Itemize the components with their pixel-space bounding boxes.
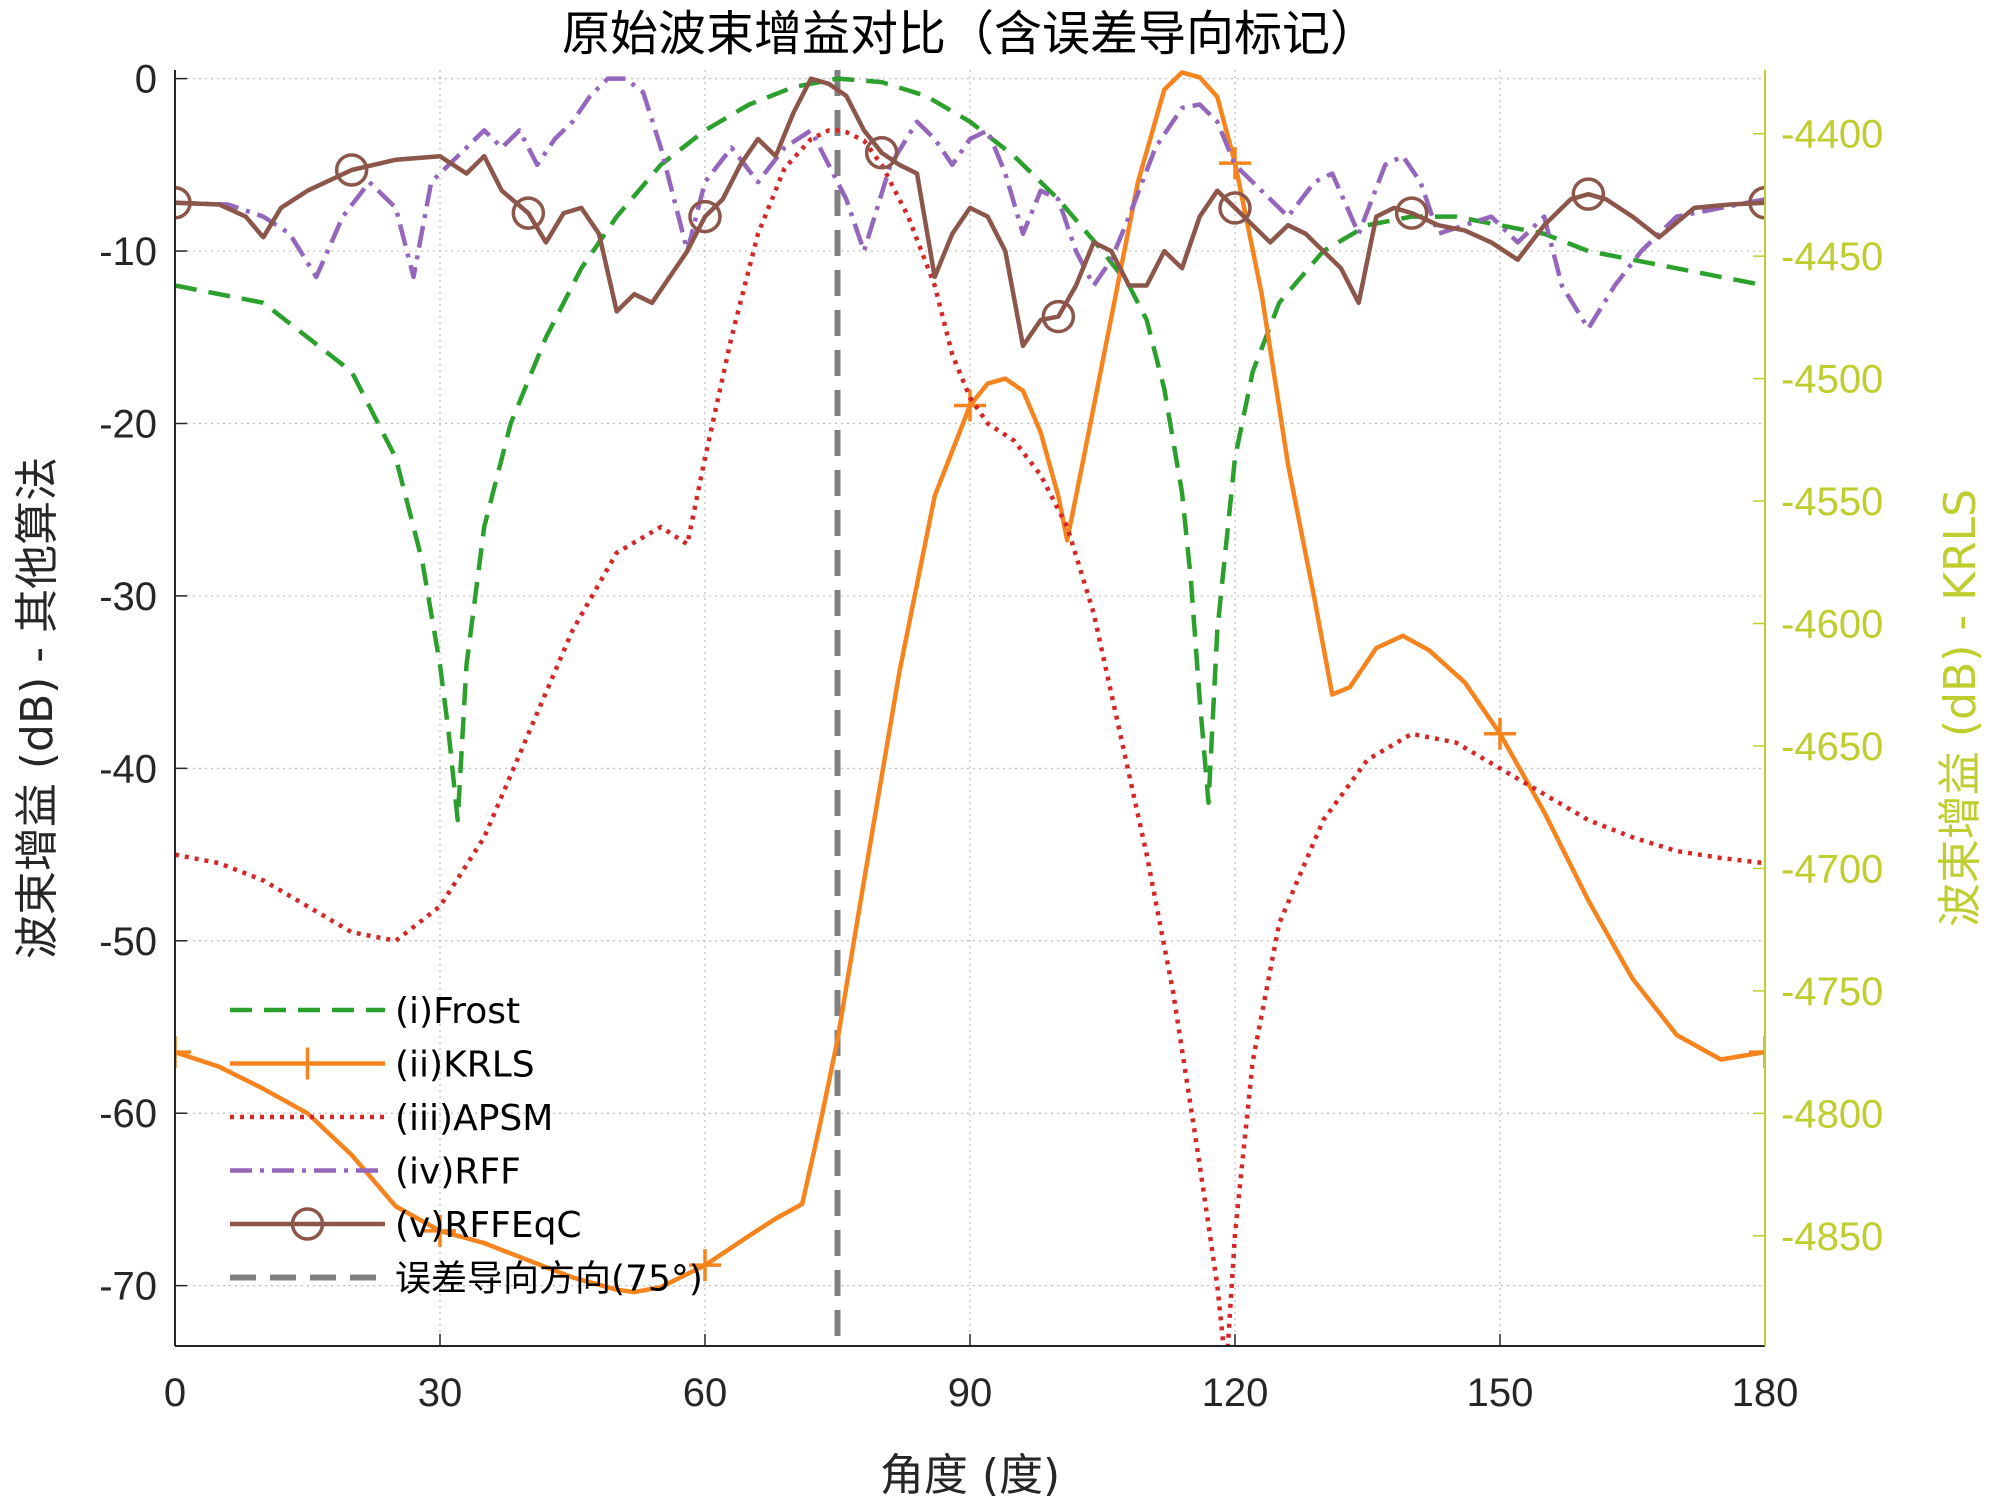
legend-label: (iv)RFF xyxy=(395,1152,521,1193)
legend: (i)Frost (ii)KRLS (iii)APSM (iv)RFF (v)RFFEq… xyxy=(230,991,703,1300)
y-axis-right-label: 波束增益 (dB) - KRLS xyxy=(1935,489,1986,927)
x-axis-label: 角度 (度) xyxy=(880,1450,1060,1501)
axes xyxy=(174,70,1766,1347)
x-tick-label: 180 xyxy=(1732,1371,1799,1415)
series-3 xyxy=(175,76,1765,331)
series-marker-circle xyxy=(175,186,192,220)
series-marker-plus xyxy=(1219,147,1251,180)
y-left-tick-label: -30 xyxy=(99,575,157,619)
y-left-tick-label: -10 xyxy=(99,230,157,274)
y-right-tick-label: -4400 xyxy=(1781,113,1883,157)
y-right-tick-label: -4550 xyxy=(1781,480,1883,524)
series-marker-circle xyxy=(1041,299,1076,334)
y-right-tick-label: -4500 xyxy=(1781,358,1883,402)
y-right-tick-label: -4600 xyxy=(1781,603,1883,647)
series-marker-circle xyxy=(1571,177,1606,211)
legend-label: (i)Frost xyxy=(395,991,520,1032)
series-marker-plus xyxy=(175,1036,191,1069)
x-tick-label: 0 xyxy=(164,1371,186,1415)
y-right-tick-label: -4650 xyxy=(1781,725,1883,769)
series-line xyxy=(175,128,1765,1346)
x-tick-label: 150 xyxy=(1467,1371,1534,1415)
series-marker-plus xyxy=(291,1047,324,1080)
x-tick-label: 90 xyxy=(948,1371,993,1415)
y-right-tick-label: -4750 xyxy=(1781,970,1883,1014)
legend-label: (v)RFFEqC xyxy=(395,1205,582,1246)
series-marker-circle xyxy=(864,136,899,170)
y-right-tick-label: -4450 xyxy=(1781,235,1883,279)
series-2 xyxy=(175,128,1765,1346)
series-1 xyxy=(175,70,1765,1295)
tick-labels: 0 30 60 90 120 150 180 0 -10 -20 -30 -40 -50 -60 -70 -4… xyxy=(99,58,1883,1415)
y-left-tick-label: -20 xyxy=(99,402,157,446)
legend-label: 误差导向方向(75°) xyxy=(395,1259,703,1300)
legend-item: (v)RFFEqC xyxy=(230,1205,582,1246)
y-left-tick-label: 0 xyxy=(135,58,157,102)
series-line xyxy=(175,70,1765,1295)
series-line xyxy=(175,76,1765,331)
chart-title: 原始波束增益对比（含误差导向标记） xyxy=(562,6,1378,62)
series-marker-plus xyxy=(424,1214,456,1247)
x-tick-label: 30 xyxy=(418,1371,463,1415)
legend-item: (i)Frost xyxy=(230,991,520,1032)
y-left-tick-label: -50 xyxy=(99,920,157,964)
series-layer xyxy=(175,70,1765,1346)
legend-item: (ii)KRLS xyxy=(230,1045,535,1086)
legend-item: 误差导向方向(75°) xyxy=(230,1259,703,1300)
legend-label: (iii)APSM xyxy=(395,1098,553,1139)
y-right-tick-label: -4850 xyxy=(1781,1215,1883,1259)
grid-lines xyxy=(174,70,1766,1346)
x-tick-label: 60 xyxy=(683,1371,728,1415)
series-marker-plus xyxy=(689,1249,721,1282)
series-marker-circle xyxy=(1748,186,1765,220)
series-marker-plus xyxy=(1484,717,1516,750)
y-left-tick-label: -40 xyxy=(99,747,157,791)
legend-item: (iv)RFF xyxy=(230,1152,521,1193)
series-marker-circle xyxy=(290,1207,325,1241)
x-tick-label: 120 xyxy=(1202,1371,1269,1415)
y-right-tick-label: -4800 xyxy=(1781,1092,1883,1136)
series-marker-plus xyxy=(954,389,986,422)
y-right-tick-label: -4700 xyxy=(1781,847,1883,891)
legend-label: (ii)KRLS xyxy=(395,1045,535,1086)
series-marker-plus xyxy=(1749,1036,1765,1069)
y-left-tick-label: -60 xyxy=(99,1092,157,1136)
series-marker-circle xyxy=(1394,196,1429,230)
series-4 xyxy=(175,76,1765,349)
legend-item: (iii)APSM xyxy=(230,1098,553,1139)
series-marker-circle xyxy=(334,153,369,187)
series-marker-circle xyxy=(511,196,546,230)
y-axis-left-label: 波束增益 (dB) - 其他算法 xyxy=(12,457,63,959)
series-marker-circle xyxy=(688,199,722,234)
series-marker-circle xyxy=(1218,191,1252,225)
y-left-tick-label: -70 xyxy=(99,1265,157,1309)
